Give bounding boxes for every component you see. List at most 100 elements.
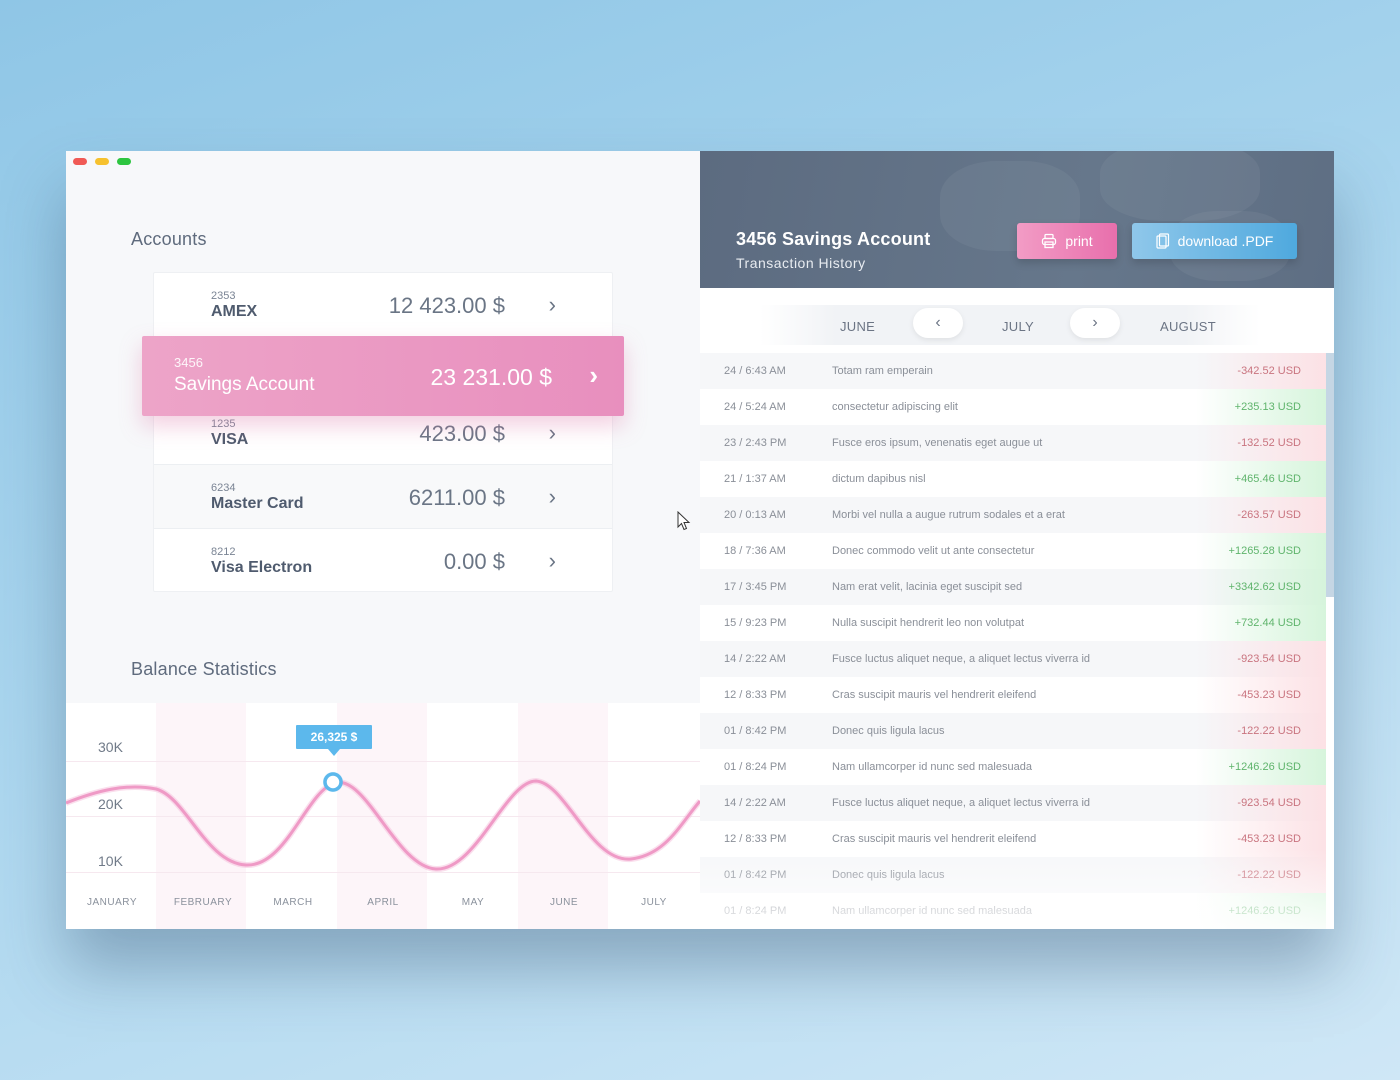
transaction-amount: -263.57 USD: [1237, 509, 1301, 521]
chevron-right-icon[interactable]: ›: [548, 548, 556, 573]
chart-tooltip: 26,325 $: [296, 725, 372, 756]
chevron-right-icon[interactable]: ›: [548, 484, 556, 509]
transactions-header: 3456 Savings Account Transaction History…: [700, 151, 1334, 288]
transaction-row[interactable]: 12 / 8:33 PM Cras suscipit mauris vel he…: [700, 677, 1326, 713]
transaction-date: 01 / 8:24 PM: [724, 761, 787, 773]
transaction-date: 20 / 0:13 AM: [724, 509, 786, 521]
account-name: VISA: [211, 431, 249, 448]
window-controls: [73, 158, 131, 165]
world-map-decoration: [1100, 151, 1260, 221]
transaction-date: 12 / 8:33 PM: [724, 833, 787, 845]
chart-marker[interactable]: [323, 772, 343, 792]
transaction-date: 21 / 1:37 AM: [724, 473, 786, 485]
transaction-date: 01 / 8:42 PM: [724, 869, 787, 881]
transaction-row[interactable]: 23 / 2:43 PM Fusce eros ipsum, venenatis…: [700, 425, 1326, 461]
transaction-description: Fusce luctus aliquet neque, a aliquet le…: [832, 653, 1091, 665]
transaction-row[interactable]: 20 / 0:13 AM Morbi vel nulla a augue rut…: [700, 497, 1326, 533]
transaction-date: 01 / 8:42 PM: [724, 725, 787, 737]
print-button[interactable]: print: [1017, 223, 1117, 259]
month-previous[interactable]: JUNE: [840, 319, 876, 334]
transaction-row[interactable]: 14 / 2:22 AM Fusce luctus aliquet neque,…: [700, 785, 1326, 821]
transaction-description: Nam erat velit, lacinia eget suscipit se…: [832, 581, 1023, 593]
x-tick: MARCH: [273, 897, 313, 908]
transaction-row[interactable]: 12 / 8:33 PM Cras suscipit mauris vel he…: [700, 821, 1326, 857]
transaction-amount: +235.13 USD: [1234, 401, 1301, 413]
chevron-right-icon[interactable]: ›: [548, 420, 556, 445]
account-row-visa-electron[interactable]: 8212 Visa Electron 0.00 $ ›: [154, 529, 612, 593]
maximize-button[interactable]: [117, 158, 131, 165]
account-row-master-card[interactable]: 6234 Master Card 6211.00 $ ›: [154, 465, 612, 529]
transaction-row[interactable]: 24 / 5:24 AM consectetur adipiscing elit…: [700, 389, 1326, 425]
x-tick: MAY: [461, 897, 485, 908]
account-balance: 12 423.00 $: [388, 293, 505, 318]
transaction-date: 15 / 9:23 PM: [724, 617, 787, 629]
download-pdf-label: download .PDF: [1177, 233, 1274, 249]
account-balance: 423.00 $: [419, 421, 505, 446]
transaction-amount: -923.54 USD: [1237, 653, 1301, 665]
transaction-scrollbar[interactable]: [1326, 353, 1334, 597]
transaction-date: 24 / 5:24 AM: [724, 401, 786, 413]
transaction-amount: -342.52 USD: [1237, 365, 1301, 377]
month-selector: JUNE ‹ JULY › AUGUST: [760, 305, 1260, 345]
account-balance: 23 231.00 $: [430, 364, 552, 390]
transaction-description: Cras suscipit mauris vel hendrerit eleif…: [832, 689, 1037, 701]
mouse-cursor-icon: [677, 511, 691, 531]
transaction-description: Nam ullamcorper id nunc sed malesuada: [832, 761, 1032, 773]
account-name: Savings Account: [174, 374, 315, 395]
account-name: AMEX: [211, 303, 258, 320]
transactions-panel: 3456 Savings Account Transaction History…: [700, 151, 1334, 929]
download-pdf-button[interactable]: download .PDF: [1132, 223, 1297, 259]
transaction-date: 18 / 7:36 AM: [724, 545, 786, 557]
transaction-row[interactable]: 17 / 3:45 PM Nam erat velit, lacinia ege…: [700, 569, 1326, 605]
transaction-description: Donec quis ligula lacus: [832, 869, 945, 881]
chevron-left-icon[interactable]: ‹: [913, 308, 963, 338]
transaction-description: Donec quis ligula lacus: [832, 725, 945, 737]
transaction-description: dictum dapibus nisl: [832, 473, 926, 485]
gridline: [66, 761, 700, 762]
transaction-description: Nam ullamcorper id nunc sed malesuada: [832, 905, 1032, 917]
month-current: JULY: [1002, 319, 1035, 334]
chevron-right-icon[interactable]: ›: [1070, 308, 1120, 338]
app-window: Accounts 2353 AMEX 12 423.00 $ › 1235 VI…: [66, 151, 1334, 929]
chevron-right-icon[interactable]: ›: [548, 292, 556, 317]
x-tick: JUNE: [549, 897, 579, 908]
account-number: 2353: [211, 290, 236, 302]
transaction-row[interactable]: 18 / 7:36 AM Donec commodo velit ut ante…: [700, 533, 1326, 569]
account-row-amex[interactable]: 2353 AMEX 12 423.00 $ ›: [154, 273, 612, 337]
transaction-amount: -132.52 USD: [1237, 437, 1301, 449]
y-tick: 20K: [98, 796, 123, 812]
transaction-history-subtitle: Transaction History: [736, 255, 866, 271]
chevron-right-icon[interactable]: ›: [589, 360, 598, 390]
transaction-amount: -122.22 USD: [1237, 725, 1301, 737]
transaction-amount: +465.46 USD: [1234, 473, 1301, 485]
y-tick: 30K: [98, 739, 123, 755]
month-next[interactable]: AUGUST: [1160, 319, 1216, 334]
transaction-row[interactable]: 01 / 8:42 PM Donec quis ligula lacus -12…: [700, 713, 1326, 749]
transaction-amount: +732.44 USD: [1234, 617, 1301, 629]
transaction-row[interactable]: 24 / 6:43 AM Totam ram emperain -342.52 …: [700, 353, 1326, 389]
print-label: print: [1065, 233, 1093, 249]
transaction-amount: -453.23 USD: [1237, 689, 1301, 701]
transaction-row[interactable]: 01 / 8:42 PM Donec quis ligula lacus -12…: [700, 857, 1326, 893]
transaction-date: 14 / 2:22 AM: [724, 797, 786, 809]
x-tick: APRIL: [367, 897, 399, 908]
x-tick: JULY: [641, 897, 667, 908]
account-row-visa[interactable]: 1235 VISA 423.00 $ ›: [154, 401, 612, 465]
transaction-row[interactable]: 01 / 8:24 PM Nam ullamcorper id nunc sed…: [700, 749, 1326, 785]
transaction-row[interactable]: 14 / 2:22 AM Fusce luctus aliquet neque,…: [700, 641, 1326, 677]
transaction-amount: +1246.26 USD: [1228, 905, 1301, 917]
close-button[interactable]: [73, 158, 87, 165]
y-tick: 10K: [98, 853, 123, 869]
transaction-date: 01 / 8:24 PM: [724, 905, 787, 917]
transaction-row[interactable]: 15 / 9:23 PM Nulla suscipit hendrerit le…: [700, 605, 1326, 641]
minimize-button[interactable]: [95, 158, 109, 165]
gridline: [66, 816, 700, 817]
document-icon: [1156, 233, 1169, 249]
transaction-description: Donec commodo velit ut ante consectetur: [832, 545, 1035, 557]
transaction-row[interactable]: 01 / 8:24 PM Nam ullamcorper id nunc sed…: [700, 893, 1326, 929]
account-row-savings-active[interactable]: 3456 Savings Account 23 231.00 $ ›: [142, 336, 624, 416]
accounts-list: 2353 AMEX 12 423.00 $ › 1235 VISA 423.00…: [153, 272, 613, 592]
transaction-row[interactable]: 21 / 1:37 AM dictum dapibus nisl +465.46…: [700, 461, 1326, 497]
printer-icon: [1042, 233, 1057, 249]
transaction-amount: +1246.26 USD: [1228, 761, 1301, 773]
